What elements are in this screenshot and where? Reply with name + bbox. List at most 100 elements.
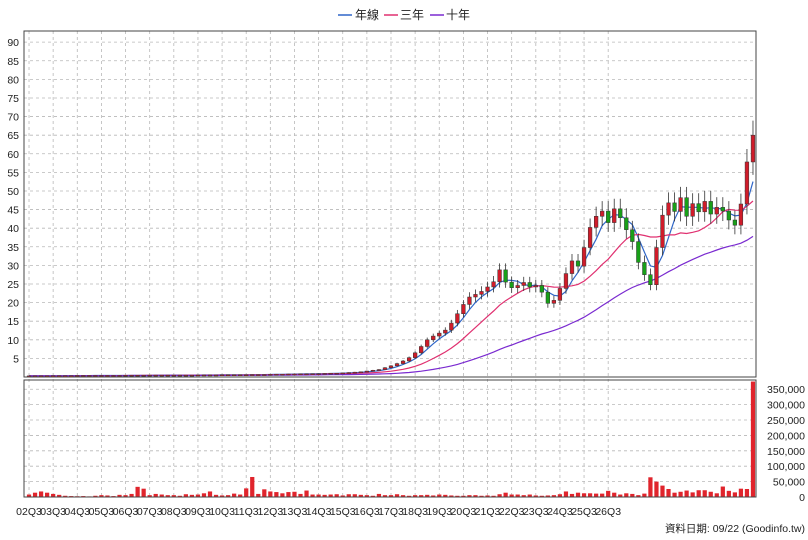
price-candle — [135, 375, 140, 377]
candle-body-up — [129, 375, 134, 377]
price-candle — [388, 365, 394, 369]
volume-bar — [744, 488, 750, 497]
volume-bar — [147, 495, 152, 497]
candle-body-down — [672, 202, 677, 212]
price-candle — [75, 375, 80, 377]
volume-bar — [262, 489, 267, 497]
price-candle — [503, 263, 508, 288]
price-candle — [274, 373, 279, 376]
candle-body-up — [455, 313, 460, 324]
candle-body-up — [654, 247, 659, 285]
price-candle — [322, 373, 327, 375]
candle-body-up — [437, 332, 442, 337]
volume-bar — [648, 477, 653, 497]
volume-bar — [238, 494, 243, 497]
plot-frame — [23, 30, 757, 498]
x-tick-label: 15Q3 — [330, 506, 356, 518]
price-candle — [726, 201, 731, 230]
price-candle — [268, 374, 273, 376]
candle-body-up — [569, 260, 575, 274]
candle-body-up — [135, 375, 140, 377]
candle-body-up — [738, 203, 744, 226]
price-candle — [201, 374, 207, 377]
volume-bar — [382, 495, 388, 497]
volume-bar — [63, 495, 68, 497]
volume-bar — [666, 488, 671, 497]
volume-bar — [219, 495, 225, 497]
price-candle — [99, 375, 104, 377]
candle-body-down — [624, 217, 629, 230]
price-tick-label: 55 — [7, 167, 19, 179]
volume-bar — [123, 495, 128, 497]
candle-body-down — [636, 241, 641, 263]
candle-body-up — [165, 374, 170, 377]
volume-bar — [479, 495, 484, 497]
price-candle — [105, 375, 110, 377]
volume-bar — [93, 495, 98, 497]
candle-body-up — [473, 294, 478, 298]
price-candle — [581, 239, 587, 273]
volume-bar — [280, 493, 285, 497]
price-candle — [648, 268, 653, 291]
price-candle — [376, 369, 382, 371]
price-candle — [509, 276, 514, 294]
x-tick-label: 11Q3 — [234, 506, 259, 518]
legend: 年線 三年 十年 — [338, 7, 470, 22]
price-candle — [515, 279, 520, 294]
price-tick-label: 30 — [7, 260, 19, 272]
volume-bar — [660, 485, 665, 497]
x-tick-label: 14Q3 — [306, 506, 332, 518]
price-candle — [238, 374, 243, 377]
candle-body-up — [105, 375, 110, 377]
candle-body-up — [207, 374, 213, 377]
candle-body-up — [244, 374, 249, 377]
candle-body-up — [256, 374, 261, 376]
price-candle — [346, 372, 351, 374]
candle-body-up — [587, 227, 593, 248]
volume-bar — [57, 494, 62, 497]
volume-bar — [672, 492, 677, 497]
volume-bar — [141, 488, 146, 497]
volume-tick-label: 0 — [799, 492, 805, 504]
candle-body-up — [666, 202, 671, 216]
price-candle — [370, 369, 376, 372]
price-panel-border — [23, 30, 757, 378]
volume-tick-label: 300,000 — [767, 400, 805, 412]
volume-bar — [449, 495, 454, 497]
price-tick-label: 85 — [7, 56, 19, 68]
volume-bar — [358, 494, 363, 497]
volume-bar — [32, 492, 38, 497]
price-candle — [690, 193, 695, 226]
volume-bar — [738, 488, 744, 497]
volume-bar — [696, 490, 701, 497]
volume-bar — [551, 495, 557, 497]
price-candle — [298, 373, 303, 376]
candle-body-up — [678, 197, 683, 212]
x-tick-label: 17Q3 — [378, 506, 404, 518]
legend-label-year: 年線 — [355, 7, 379, 22]
price-candle — [714, 197, 719, 224]
candle-body-up — [612, 208, 617, 223]
volume-bar — [425, 494, 430, 497]
x-tick-label: 22Q3 — [499, 506, 525, 518]
legend-label-3y: 三年 — [400, 8, 424, 22]
candle-body-up — [195, 374, 201, 377]
volume-tick-label: 350,000 — [767, 384, 805, 396]
price-candle — [334, 373, 339, 375]
volume-bars — [26, 381, 756, 497]
price-candle — [328, 373, 333, 375]
volume-tick-label: 150,000 — [767, 446, 805, 458]
candle-body-up — [485, 286, 490, 292]
volume-bar — [298, 493, 303, 497]
price-candle — [364, 370, 369, 373]
price-candle — [413, 351, 418, 359]
price-candle — [81, 375, 86, 377]
price-candle — [219, 374, 225, 377]
price-candle — [708, 190, 713, 224]
price-candle — [551, 295, 557, 308]
grid-lines — [24, 31, 756, 497]
candle-body-up — [581, 247, 587, 267]
x-axis-labels: 02Q303Q304Q305Q306Q307Q308Q309Q310Q311Q3… — [16, 506, 621, 518]
price-candle — [455, 309, 460, 327]
